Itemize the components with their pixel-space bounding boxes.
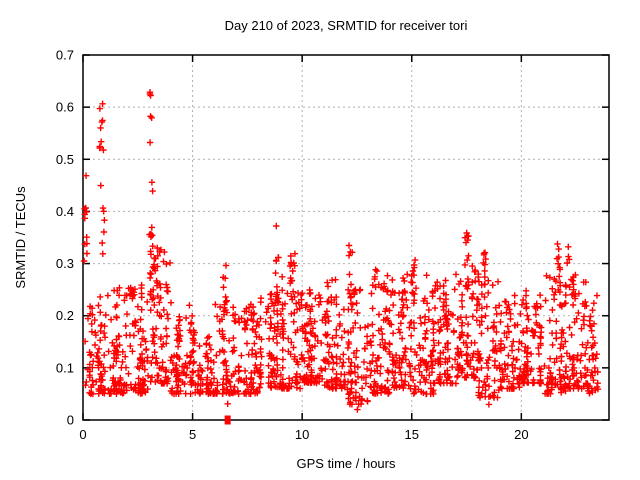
y-axis-label: SRMTID / TECUs xyxy=(13,186,28,289)
x-tick-label: 15 xyxy=(405,427,419,442)
tick-labels: 0 5 10 15 20 0 0.1 0.2 0.3 0.4 0.5 0.6 0.7 xyxy=(56,48,529,443)
x-tick-label: 20 xyxy=(514,427,528,442)
y-tick-label: 0.5 xyxy=(56,152,74,167)
y-tick-label: 0.4 xyxy=(56,204,74,219)
zero-value-marker xyxy=(224,415,231,425)
y-tick-label: 0.3 xyxy=(56,256,74,271)
x-tick-label: 5 xyxy=(189,427,196,442)
y-tick-label: 0.6 xyxy=(56,100,74,115)
x-tick-label: 0 xyxy=(79,427,86,442)
chart-title: Day 210 of 2023, SRMTID for receiver tor… xyxy=(224,18,468,33)
x-tick-label: 10 xyxy=(295,427,309,442)
axes-border xyxy=(82,54,610,421)
x-axis-label: GPS time / hours xyxy=(296,456,396,471)
y-tick-label: 0.1 xyxy=(56,360,74,375)
y-tick-label: 0.7 xyxy=(56,48,74,63)
y-tick-label: 0 xyxy=(67,413,74,428)
data-points xyxy=(80,89,602,413)
grid-lines xyxy=(83,55,609,420)
y-tick-label: 0.2 xyxy=(56,308,74,323)
